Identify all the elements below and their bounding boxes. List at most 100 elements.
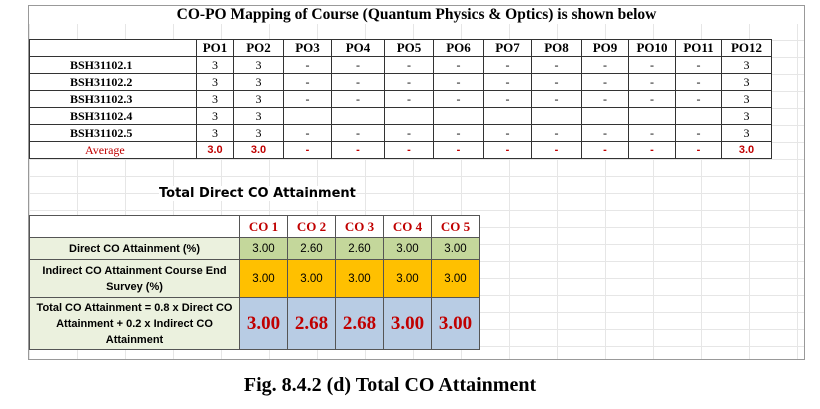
average-label: Average	[29, 141, 197, 159]
mapping-cell: 3	[233, 124, 284, 142]
mapping-cell: -	[531, 56, 582, 74]
po-header: PO10	[628, 39, 676, 57]
average-cell: -	[628, 141, 676, 159]
co-header: CO 5	[431, 215, 480, 238]
average-cell: 3.0	[233, 141, 284, 159]
co-label: BSH31102.5	[29, 124, 197, 142]
row-label: Total CO Attainment = 0.8 x Direct CO At…	[29, 297, 240, 350]
attainment-cell: 3.00	[431, 297, 480, 350]
attainment-cell: 3.00	[383, 297, 432, 350]
attainment-cell: 3.00	[383, 259, 432, 298]
attainment-title: Total Direct CO Attainment	[159, 186, 356, 201]
mapping-cell: -	[675, 73, 722, 91]
mapping-cell	[675, 107, 722, 125]
mapping-cell: -	[433, 90, 484, 108]
mapping-cell: -	[675, 56, 722, 74]
attainment-cell: 2.60	[287, 237, 336, 260]
mapping-cell: -	[384, 90, 434, 108]
mapping-cell: -	[433, 73, 484, 91]
mapping-cell: -	[581, 124, 629, 142]
attainment-cell: 2.68	[335, 297, 384, 350]
po-header: PO11	[675, 39, 722, 57]
mapping-cell: -	[581, 73, 629, 91]
co-header: CO 2	[287, 215, 336, 238]
mapping-cell: -	[283, 73, 332, 91]
mapping-cell: -	[331, 124, 385, 142]
mapping-cell: -	[531, 124, 582, 142]
corner	[29, 215, 240, 238]
mapping-cell	[384, 107, 434, 125]
po-header: PO9	[581, 39, 629, 57]
row-label: Indirect CO Attainment Course End Survey…	[29, 259, 240, 298]
po-header: PO8	[531, 39, 582, 57]
mapping-cell: -	[483, 56, 532, 74]
average-cell: -	[483, 141, 532, 159]
mapping-cell: -	[433, 56, 484, 74]
attainment-cell: 3.00	[239, 259, 288, 298]
co-label: BSH31102.4	[29, 107, 197, 125]
mapping-cell: -	[433, 124, 484, 142]
attainment-cell: 3.00	[383, 237, 432, 260]
mapping-cell: -	[283, 56, 332, 74]
mapping-cell: 3	[196, 73, 234, 91]
mapping-cell: 3	[721, 124, 772, 142]
po-header: PO2	[233, 39, 284, 57]
mapping-cell: 3	[233, 107, 284, 125]
average-cell: -	[531, 141, 582, 159]
mapping-cell: -	[331, 90, 385, 108]
po-header: PO3	[283, 39, 332, 57]
mapping-cell: -	[581, 56, 629, 74]
co-header: CO 4	[383, 215, 432, 238]
average-cell: -	[433, 141, 484, 159]
po-header: PO6	[433, 39, 484, 57]
mapping-cell: -	[581, 90, 629, 108]
mapping-cell: -	[483, 90, 532, 108]
mapping-cell: -	[531, 90, 582, 108]
mapping-cell: 3	[721, 73, 772, 91]
mapping-cell: -	[384, 124, 434, 142]
mapping-cell: -	[483, 73, 532, 91]
mapping-cell: -	[283, 124, 332, 142]
average-cell: -	[331, 141, 385, 159]
mapping-cell: -	[628, 124, 676, 142]
figure-caption: Fig. 8.4.2 (d) Total CO Attainment	[243, 374, 537, 396]
mapping-cell: -	[675, 124, 722, 142]
mapping-cell	[581, 107, 629, 125]
mapping-cell: -	[331, 73, 385, 91]
po-header: PO4	[331, 39, 385, 57]
po-header: PO12	[721, 39, 772, 57]
mapping-cell: -	[531, 73, 582, 91]
corner	[29, 39, 197, 57]
co-label: BSH31102.2	[29, 73, 197, 91]
attainment-cell: 3.00	[335, 259, 384, 298]
average-cell: -	[581, 141, 629, 159]
mapping-cell	[628, 107, 676, 125]
mapping-cell: -	[628, 90, 676, 108]
co-header: CO 3	[335, 215, 384, 238]
attainment-cell: 2.68	[287, 297, 336, 350]
mapping-cell: 3	[196, 124, 234, 142]
mapping-cell: 3	[196, 56, 234, 74]
mapping-cell: 3	[721, 107, 772, 125]
row-label: Direct CO Attainment (%)	[29, 237, 240, 260]
attainment-cell: 3.00	[239, 297, 288, 350]
attainment-cell: 3.00	[431, 237, 480, 260]
mapping-cell: 3	[196, 90, 234, 108]
attainment-cell: 2.60	[335, 237, 384, 260]
average-cell: 3.0	[196, 141, 234, 159]
average-cell: -	[675, 141, 722, 159]
mapping-cell: -	[483, 124, 532, 142]
mapping-cell: 3	[721, 56, 772, 74]
mapping-title: CO-PO Mapping of Course (Quantum Physics…	[29, 6, 804, 24]
attainment-cell: 3.00	[431, 259, 480, 298]
average-cell: -	[384, 141, 434, 159]
mapping-cell	[433, 107, 484, 125]
mapping-cell	[283, 107, 332, 125]
average-cell: -	[283, 141, 332, 159]
average-cell: 3.0	[721, 141, 772, 159]
mapping-cell: 3	[721, 90, 772, 108]
mapping-cell: -	[384, 73, 434, 91]
co-label: BSH31102.3	[29, 90, 197, 108]
attainment-cell: 3.00	[287, 259, 336, 298]
